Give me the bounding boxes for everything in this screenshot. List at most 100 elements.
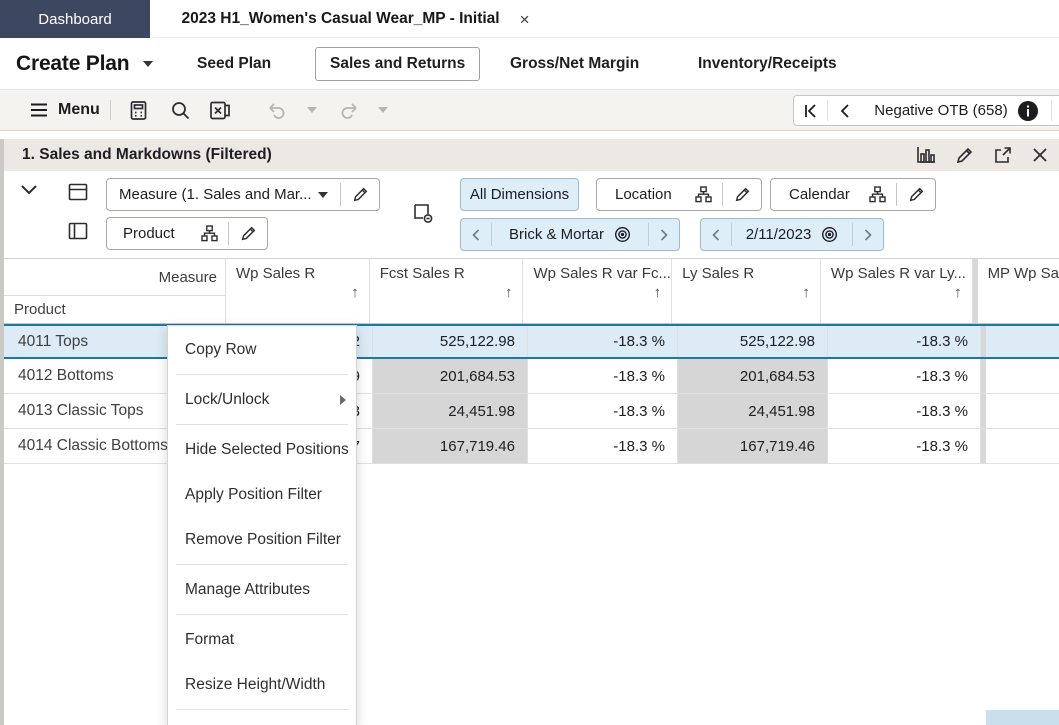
tab-seed-plan[interactable]: Seed Plan <box>197 38 271 90</box>
undo-options-button[interactable] <box>307 90 317 130</box>
hierarchy-icon[interactable] <box>869 186 896 203</box>
target-icon[interactable] <box>614 226 631 243</box>
cell-ly-sales[interactable]: 24,451.98 <box>678 394 828 428</box>
alert-first-button[interactable] <box>794 96 827 125</box>
alert-prev-button[interactable] <box>828 96 861 125</box>
prev-calendar-button[interactable] <box>701 219 731 250</box>
cell-var-ly[interactable]: -18.3 % <box>828 429 981 463</box>
cell-mp-wp-sales[interactable] <box>986 429 1059 463</box>
column-header-mp-wp-sales[interactable]: MP Wp Sa <box>987 265 1059 282</box>
tab-inventory-receipts[interactable]: Inventory/Receipts <box>698 38 837 90</box>
cell-var-ly[interactable]: -18.3 % <box>828 359 981 393</box>
collapse-controls-button[interactable] <box>20 184 38 196</box>
column-header-wp-sales-r[interactable]: Wp Sales R ↑ <box>226 259 370 323</box>
target-icon[interactable] <box>821 226 838 243</box>
cell-var-ly[interactable]: -18.3 % <box>828 326 981 357</box>
calculate-button[interactable] <box>128 90 149 130</box>
hierarchy-icon[interactable] <box>695 186 722 203</box>
export-excel-button[interactable] <box>209 90 232 130</box>
chart-view-button[interactable] <box>907 139 945 171</box>
sort-ascending-icon[interactable]: ↑ <box>351 284 359 301</box>
close-view-button[interactable] <box>1021 139 1059 171</box>
menu-item-apply-position-filter[interactable]: Apply Position Filter <box>185 485 322 503</box>
cell-fcst-sales[interactable]: 24,451.98 <box>373 394 528 428</box>
close-tab-icon[interactable]: × <box>519 9 530 29</box>
menu-separator <box>176 709 348 710</box>
cell-var-fcst[interactable]: -18.3 % <box>528 394 678 428</box>
page-sync-button[interactable] <box>412 202 434 224</box>
calendar-position-value[interactable]: 2/11/2023 <box>745 226 812 243</box>
edit-measures-button[interactable] <box>341 179 379 210</box>
content-left-edge <box>0 139 4 725</box>
column-header-fcst-sales-r[interactable]: Fcst Sales R ↑ <box>370 259 524 323</box>
cell-mp-wp-sales[interactable] <box>986 326 1059 357</box>
pane-splitter[interactable] <box>972 259 978 323</box>
toolbar: Menu <box>0 90 1059 131</box>
location-position-value[interactable]: Brick & Mortar <box>508 226 604 243</box>
cell-fcst-sales[interactable]: 201,684.53 <box>373 359 528 393</box>
edit-calendar-levels-button[interactable] <box>897 179 935 210</box>
cell-var-fcst[interactable]: -18.3 % <box>528 359 678 393</box>
edit-view-button[interactable] <box>945 139 983 171</box>
cell-var-fcst[interactable]: -18.3 % <box>528 326 678 357</box>
search-button[interactable] <box>170 90 191 130</box>
menu-item-format[interactable]: Format <box>185 630 235 648</box>
maximize-view-button[interactable] <box>983 139 1021 171</box>
cell-ly-sales[interactable]: 201,684.53 <box>678 359 828 393</box>
alert-nav-label-group: Negative OTB (658) <box>861 96 1051 125</box>
cell-ly-sales[interactable]: 167,719.46 <box>678 429 828 463</box>
right-pane-scroll-corner[interactable] <box>986 710 1059 725</box>
calendar-dimension-label[interactable]: Calendar <box>789 186 850 203</box>
sort-ascending-icon[interactable]: ↑ <box>954 284 962 301</box>
measure-dropdown[interactable]: Measure (1. Sales and Mar... <box>119 186 312 203</box>
next-calendar-button[interactable] <box>853 219 883 250</box>
alert-nav-label: Negative OTB (658) <box>874 102 1008 119</box>
prev-location-button[interactable] <box>461 219 491 250</box>
tab-sales-and-returns[interactable]: Sales and Returns <box>315 47 481 81</box>
edit-product-levels-button[interactable] <box>229 218 267 249</box>
redo-button[interactable] <box>338 90 360 130</box>
column-header-wp-var-ly[interactable]: Wp Sales R var Ly... ↑ <box>821 259 973 323</box>
next-location-button[interactable] <box>649 219 679 250</box>
chevron-down-icon[interactable] <box>318 191 340 198</box>
table-row: 4013 Classic Tops 53 24,451.98 -18.3 % 2… <box>4 394 1059 429</box>
menu-item-resize-height-width[interactable]: Resize Height/Width <box>185 675 326 693</box>
location-dimension-label[interactable]: Location <box>615 186 672 203</box>
column-header-wp-var-fcst[interactable]: Wp Sales R var Fc... ↑ <box>523 259 673 323</box>
menu-item-hide-selected-positions[interactable]: Hide Selected Positions <box>185 440 349 458</box>
sort-ascending-icon[interactable]: ↑ <box>802 284 810 301</box>
hierarchy-icon[interactable] <box>201 225 228 242</box>
product-dimension-label[interactable]: Product <box>123 225 175 242</box>
cell-mp-wp-sales[interactable] <box>986 359 1059 393</box>
sort-ascending-icon[interactable]: ↑ <box>653 284 662 301</box>
cell-var-ly[interactable]: -18.3 % <box>828 394 981 428</box>
tab-gross-net-margin[interactable]: Gross/Net Margin <box>510 38 639 90</box>
menu-item-copy-row[interactable]: Copy Row <box>185 340 257 358</box>
chevron-down-icon <box>143 61 154 67</box>
location-position-pill: Brick & Mortar <box>460 218 680 251</box>
sort-ascending-icon[interactable]: ↑ <box>504 284 513 301</box>
menu-separator <box>176 564 348 565</box>
cell-fcst-sales[interactable]: 525,122.98 <box>373 326 528 357</box>
create-plan-menu[interactable]: Create Plan <box>16 38 154 90</box>
tab-dashboard[interactable]: Dashboard <box>0 0 150 38</box>
column-header-ly-sales-r[interactable]: Ly Sales R ↑ <box>672 259 821 323</box>
menu-item-remove-position-filter[interactable]: Remove Position Filter <box>185 530 341 548</box>
redo-options-button[interactable] <box>378 90 388 130</box>
alert-next-button[interactable] <box>1052 96 1059 125</box>
cell-var-fcst[interactable]: -18.3 % <box>528 429 678 463</box>
menu-item-lock-unlock[interactable]: Lock/Unlock <box>168 377 356 422</box>
menu-item-manage-attributes[interactable]: Manage Attributes <box>185 580 310 598</box>
all-dimensions-label: All Dimensions <box>469 186 570 203</box>
cell-fcst-sales[interactable]: 167,719.46 <box>373 429 528 463</box>
cell-mp-wp-sales[interactable] <box>986 394 1059 428</box>
undo-button[interactable] <box>266 90 288 130</box>
all-dimensions-button[interactable]: All Dimensions <box>460 178 579 211</box>
tab-active-plan[interactable]: 2023 H1_Women's Casual Wear_MP - Initial… <box>150 0 565 38</box>
menu-button[interactable]: Menu <box>30 90 100 130</box>
location-dimension-pill: Location <box>596 178 762 211</box>
info-icon[interactable] <box>1017 100 1038 121</box>
cell-ly-sales[interactable]: 525,122.98 <box>678 326 828 357</box>
edit-location-levels-button[interactable] <box>723 179 761 210</box>
pane-splitter <box>981 394 986 428</box>
